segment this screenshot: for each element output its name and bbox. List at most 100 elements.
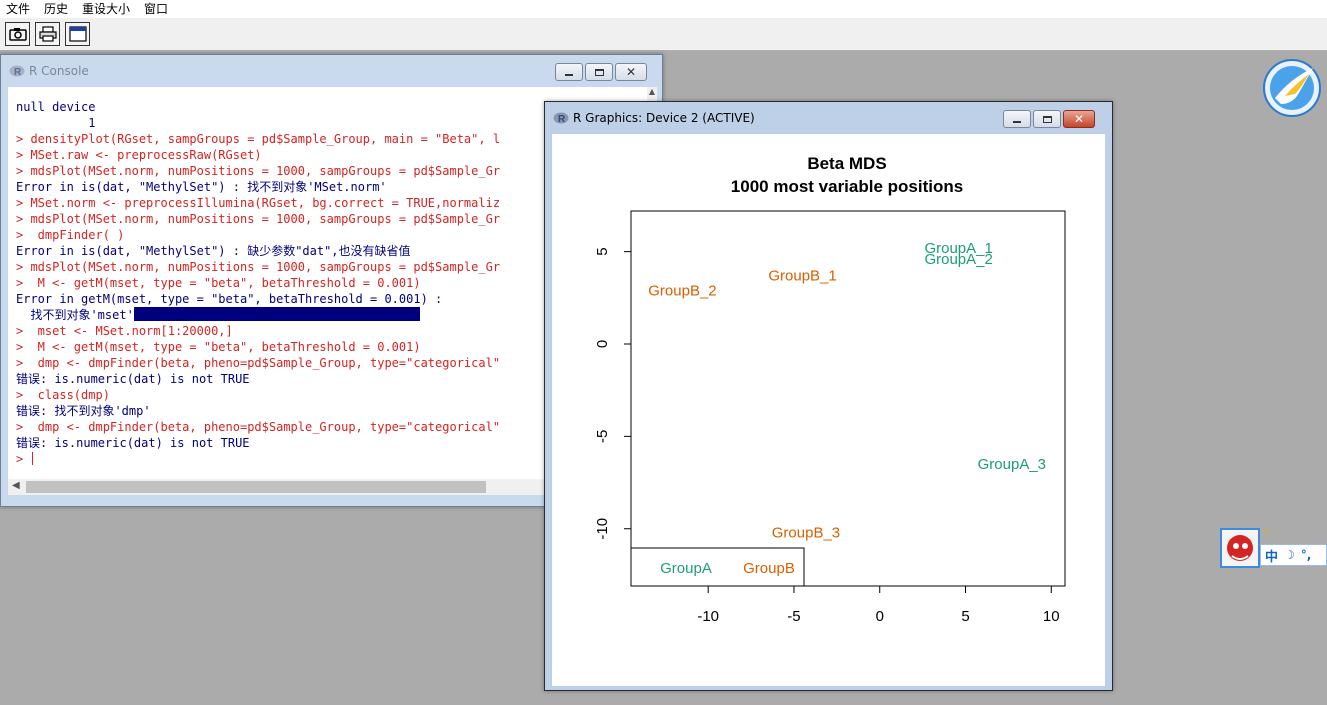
avatar-icon xyxy=(1222,530,1258,566)
console-line-text: > M <- getM(mset, type = "beta", betaThr… xyxy=(16,276,421,290)
minimize-icon xyxy=(1013,121,1021,123)
copy-as-image-button[interactable] xyxy=(5,22,30,46)
plot-frame xyxy=(630,210,1066,587)
console-line: 错误: 找不到对象'dmp' xyxy=(16,403,500,419)
print-button[interactable] xyxy=(35,22,60,46)
scroll-left-icon[interactable]: ◀ xyxy=(12,480,20,491)
graphics-minimize-button[interactable] xyxy=(1003,110,1031,128)
ime-language-toggle[interactable]: 中 xyxy=(1265,549,1279,565)
y-tick-label: 5 xyxy=(594,247,611,255)
qq-bird-icon[interactable] xyxy=(1261,58,1323,118)
console-line-text: > mset <- MSet.norm[1:20000,] xyxy=(16,324,233,338)
console-scroll-thumb[interactable] xyxy=(26,481,486,493)
x-tick-label: 10 xyxy=(1043,608,1060,625)
text-cursor[interactable] xyxy=(32,452,34,465)
menubar: 文件 历史 重设大小 窗口 xyxy=(0,0,1327,18)
console-line-text: 1 xyxy=(16,116,96,130)
chart-subtitle: 1000 most variable positions xyxy=(731,177,963,196)
console-line-text: > MSet.raw <- preprocessRaw(RGset) xyxy=(16,148,262,162)
console-line-text: Error in getM(mset, type = "beta", betaT… xyxy=(16,292,443,306)
text-selection-highlight xyxy=(133,307,420,321)
ime-punctuation-toggle[interactable]: °, xyxy=(1300,548,1312,562)
console-minimize-button[interactable] xyxy=(555,63,583,81)
close-icon: ✕ xyxy=(625,65,637,79)
console-line: > xyxy=(16,451,500,467)
console-restore-button[interactable] xyxy=(585,63,613,81)
console-close-button[interactable]: ✕ xyxy=(615,63,647,81)
console-line-text: > class(dmp) xyxy=(16,388,110,402)
menu-window[interactable]: 窗口 xyxy=(144,2,169,16)
point-label: GroupA_1 xyxy=(924,240,992,257)
console-scroll-up-button[interactable]: ▲ xyxy=(647,87,657,107)
console-line-text: > M <- getM(mset, type = "beta", betaThr… xyxy=(16,340,421,354)
printer-icon xyxy=(38,26,57,42)
ime-avatar[interactable] xyxy=(1220,528,1260,568)
r-logo-icon: R xyxy=(553,112,569,124)
console-line-text: null device xyxy=(16,100,96,114)
x-tick-label: -10 xyxy=(697,608,719,625)
chart-title: Beta MDS xyxy=(807,154,886,173)
console-line-text: > mdsPlot(MSet.norm, numPositions = 1000… xyxy=(16,164,501,178)
point-label: GroupB_1 xyxy=(768,268,836,285)
console-window-controls: ✕ xyxy=(555,63,647,81)
console-line: > M <- getM(mset, type = "beta", betaThr… xyxy=(16,275,500,291)
console-line-text: > dmp <- dmpFinder(beta, pheno=pd$Sample… xyxy=(16,420,501,434)
toolbar xyxy=(0,18,1327,51)
console-line: null device xyxy=(16,99,500,115)
ime-panel[interactable]: 中 ☽ °, xyxy=(1260,544,1327,566)
point-label: GroupA_2 xyxy=(924,251,992,268)
graphics-titlebar[interactable]: R R Graphics: Device 2 (ACTIVE) xyxy=(545,102,1112,134)
graphics-canvas: Beta MDS 1000 most variable positions -1… xyxy=(552,134,1105,686)
console-line: > densityPlot(RGset, sampGroups = pd$Sam… xyxy=(16,131,500,147)
console-line: > dmp <- dmpFinder(beta, pheno=pd$Sample… xyxy=(16,419,500,435)
console-line: > class(dmp) xyxy=(16,387,500,403)
console-line: > MSet.raw <- preprocessRaw(RGset) xyxy=(16,147,500,163)
console-line-text: 错误: 找不到对象'dmp' xyxy=(16,404,151,418)
console-line: 1 xyxy=(16,115,500,131)
console-line: > mdsPlot(MSet.norm, numPositions = 1000… xyxy=(16,163,500,179)
restore-icon xyxy=(594,68,604,76)
point-label: GroupB_3 xyxy=(772,524,840,541)
menu-history[interactable]: 历史 xyxy=(44,2,69,16)
window-button[interactable] xyxy=(65,22,90,46)
menu-resize[interactable]: 重设大小 xyxy=(82,2,131,16)
graphics-window-controls: ✕ xyxy=(1003,110,1095,128)
graphics-title: R Graphics: Device 2 (ACTIVE) xyxy=(573,111,755,125)
console-line-text: 错误: is.numeric(dat) is not TRUE xyxy=(16,372,250,386)
console-line-text: Error in is(dat, "MethylSet") : 缺少参数"dat… xyxy=(16,244,411,258)
ime-toolbar: ☾ 中 ☽ °, xyxy=(1220,528,1327,568)
console-titlebar[interactable]: R R Console xyxy=(1,55,662,87)
console-line-text: 错误: is.numeric(dat) is not TRUE xyxy=(16,436,250,450)
console-line: > mdsPlot(MSet.norm, numPositions = 1000… xyxy=(16,259,500,275)
moon-icon[interactable]: ☽ xyxy=(1284,548,1295,562)
console-line: 错误: is.numeric(dat) is not TRUE xyxy=(16,435,500,451)
console-title: R Console xyxy=(29,64,89,78)
minimize-icon xyxy=(565,74,573,76)
r-graphics-window: R R Graphics: Device 2 (ACTIVE) ✕ Beta M… xyxy=(544,101,1113,691)
y-tick-label: -5 xyxy=(594,430,611,443)
console-line: > MSet.norm <- preprocessIllumina(RGset,… xyxy=(16,195,500,211)
console-horizontal-scrollbar[interactable]: ◀ xyxy=(8,479,657,495)
console-line: 找不到对象'mset' xyxy=(16,307,500,323)
graphics-close-button[interactable]: ✕ xyxy=(1063,110,1095,128)
restore-icon xyxy=(1042,115,1052,123)
console-line-text: Error in is(dat, "MethylSet") : 找不到对象'MS… xyxy=(16,180,387,194)
console-line: Error in is(dat, "MethylSet") : 找不到对象'MS… xyxy=(16,179,500,195)
svg-text:R: R xyxy=(558,114,566,124)
console-line-text: > dmp <- dmpFinder(beta, pheno=pd$Sample… xyxy=(16,356,501,370)
menu-file[interactable]: 文件 xyxy=(6,2,31,16)
close-icon: ✕ xyxy=(1073,112,1085,126)
console-line: 错误: is.numeric(dat) is not TRUE xyxy=(16,371,500,387)
legend-entry: GroupB xyxy=(743,560,795,577)
console-line: > mset <- MSet.norm[1:20000,] xyxy=(16,323,500,339)
graphics-restore-button[interactable] xyxy=(1033,110,1061,128)
legend-entry: GroupA xyxy=(660,560,712,577)
console-line-text: > MSet.norm <- preprocessIllumina(RGset,… xyxy=(16,196,501,210)
mds-plot: Beta MDS 1000 most variable positions -1… xyxy=(594,154,1066,625)
x-tick-label: -5 xyxy=(787,608,800,625)
console-lines: null device 1 > densityPlot(RGset, sampGr… xyxy=(16,99,500,467)
x-tick-label: 5 xyxy=(961,608,969,625)
console-line: > dmp <- dmpFinder(beta, pheno=pd$Sample… xyxy=(16,355,500,371)
console-line-text: > mdsPlot(MSet.norm, numPositions = 1000… xyxy=(16,260,501,274)
console-line-text: > xyxy=(16,452,31,466)
